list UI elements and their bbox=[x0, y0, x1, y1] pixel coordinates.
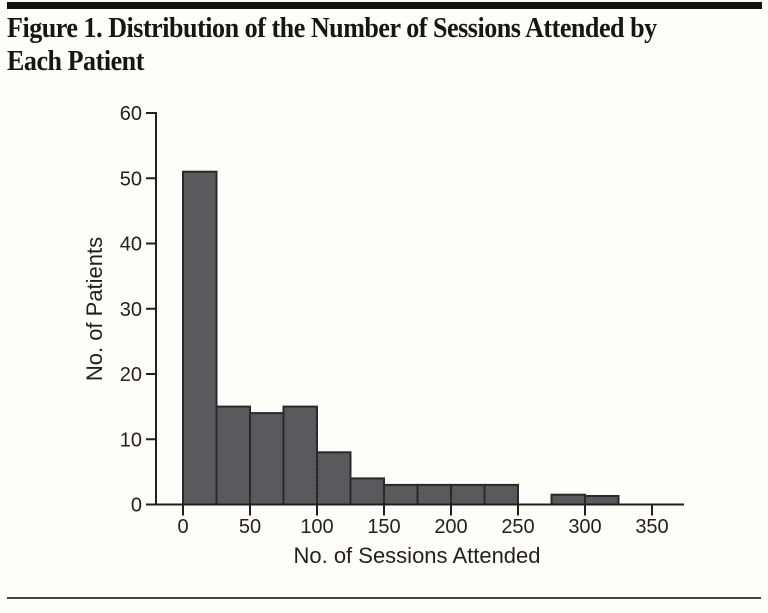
y-tick-label-50: 50 bbox=[120, 168, 142, 190]
bar-75-100 bbox=[282, 405, 318, 506]
top-rule bbox=[7, 2, 762, 9]
figure-title-line2: Each Patient bbox=[7, 46, 144, 77]
bar-100-125 bbox=[316, 451, 352, 506]
x-tick-label-350: 350 bbox=[635, 516, 668, 538]
bar-125-150 bbox=[349, 477, 385, 506]
x-tick-label-0: 0 bbox=[177, 516, 188, 538]
y-axis-title: No. of Patients bbox=[82, 237, 107, 381]
x-tick-label-200: 200 bbox=[434, 516, 467, 538]
y-tick-label-20: 20 bbox=[120, 364, 142, 386]
bar-25-50 bbox=[215, 405, 251, 506]
x-tick-label-50: 50 bbox=[239, 516, 261, 538]
x-tick-label-100: 100 bbox=[300, 516, 333, 538]
bar-275-300 bbox=[550, 493, 586, 506]
bar-300-325 bbox=[584, 495, 620, 506]
x-axis-title: No. of Sessions Attended bbox=[293, 543, 540, 568]
y-tick-label-40: 40 bbox=[120, 234, 142, 256]
y-tick-label-10: 10 bbox=[120, 429, 142, 451]
y-tick-label-30: 30 bbox=[120, 299, 142, 321]
bar-175-200 bbox=[416, 483, 452, 506]
y-tick-label-60: 60 bbox=[120, 103, 142, 125]
y-tick-label-0: 0 bbox=[131, 495, 142, 517]
bottom-rule bbox=[7, 597, 761, 599]
figure-title-line1: Figure 1. Distribution of the Number of … bbox=[7, 13, 657, 44]
bar-0-25 bbox=[182, 170, 218, 506]
bar-150-175 bbox=[383, 483, 419, 506]
bar-200-225 bbox=[450, 483, 486, 506]
x-tick-label-250: 250 bbox=[501, 516, 534, 538]
bar-225-250 bbox=[483, 483, 519, 506]
bar-50-75 bbox=[249, 412, 285, 506]
x-tick-label-300: 300 bbox=[568, 516, 601, 538]
x-tick-label-150: 150 bbox=[367, 516, 400, 538]
figure-title: Figure 1. Distribution of the Number of … bbox=[7, 12, 657, 78]
